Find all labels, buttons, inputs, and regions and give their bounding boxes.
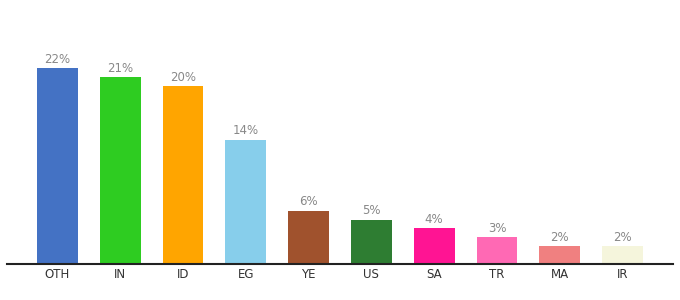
- Bar: [100, 77, 141, 264]
- Text: 14%: 14%: [233, 124, 259, 137]
- Text: 6%: 6%: [299, 195, 318, 208]
- Text: 20%: 20%: [170, 70, 196, 84]
- Text: 21%: 21%: [107, 62, 133, 75]
- Bar: [226, 140, 267, 264]
- Bar: [288, 211, 329, 264]
- Bar: [163, 86, 203, 264]
- Bar: [413, 228, 454, 264]
- Text: 22%: 22%: [44, 53, 71, 66]
- Text: 2%: 2%: [613, 231, 632, 244]
- Bar: [477, 237, 517, 264]
- Text: 2%: 2%: [550, 231, 569, 244]
- Text: 3%: 3%: [488, 222, 506, 235]
- Bar: [351, 220, 392, 264]
- Bar: [602, 246, 643, 264]
- Text: 5%: 5%: [362, 204, 381, 217]
- Text: 4%: 4%: [425, 213, 443, 226]
- Bar: [539, 246, 580, 264]
- Bar: [37, 68, 78, 264]
